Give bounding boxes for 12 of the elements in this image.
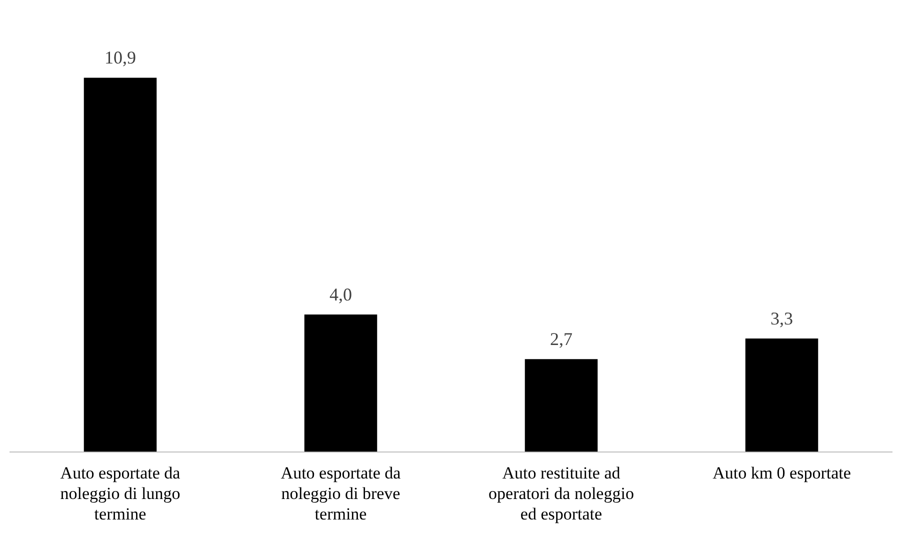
data-label: 10,9 [104,47,136,68]
x-tick-label: Auto esportate da noleggio di lungo termine [60,463,181,524]
bar [304,314,378,452]
bar [84,78,157,452]
x-tick-label: Auto km 0 esportate [712,463,851,482]
data-label: 3,3 [770,308,793,328]
x-tick-label: Auto restituite ad operatori da noleggio ed esportate [488,463,634,524]
x-tick-label: Auto esportate da noleggio di breve termine [280,463,402,524]
data-label: 4,0 [330,284,352,304]
bar [745,338,818,452]
bar [524,359,598,452]
data-label: 2,7 [550,328,572,349]
